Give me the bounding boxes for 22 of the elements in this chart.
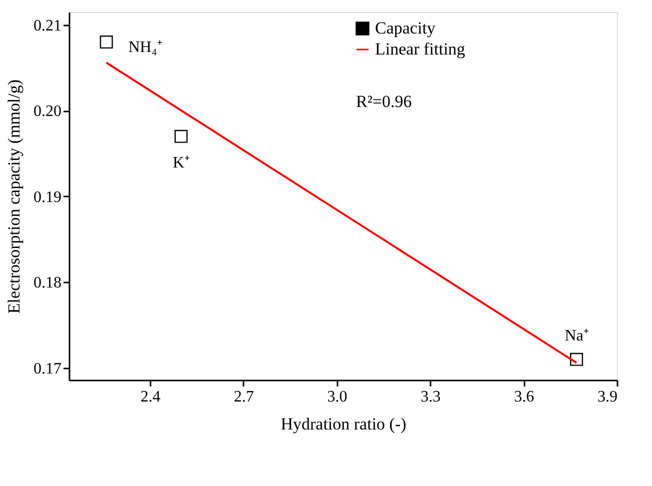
point [570, 352, 584, 366]
point [100, 36, 113, 49]
point [174, 130, 188, 143]
y-tick-label: 0.20 [34, 103, 62, 120]
y-tick-label: 0.19 [34, 188, 62, 206]
y-tick-label: 0.17 [34, 360, 62, 378]
x-tick-label: 3.6 [514, 388, 534, 406]
y-tick-label: 0.18 [34, 274, 62, 292]
annotation: R²=0.96 [356, 92, 412, 111]
annotation: NH₄⁺ [128, 39, 162, 56]
annotation: Na⁺ [564, 327, 588, 344]
annotation: K⁺ [172, 154, 190, 172]
legend-label: Linear fitting [375, 40, 466, 58]
x-axis-title: Hydration ratio (-) [280, 414, 406, 434]
x-tick-label: 3.0 [327, 388, 348, 406]
y-axis-title: Electrosorption capacity (mmol/g) [4, 79, 24, 314]
x-tick-label: 3.9 [598, 388, 618, 406]
x-tick-label: 2.4 [140, 388, 160, 406]
legend-label: Capacity [375, 18, 436, 38]
x-tick-label: 3.3 [420, 388, 441, 406]
y-tick-label: 0.21 [34, 17, 62, 34]
x-tick-label: 2.7 [234, 388, 254, 406]
